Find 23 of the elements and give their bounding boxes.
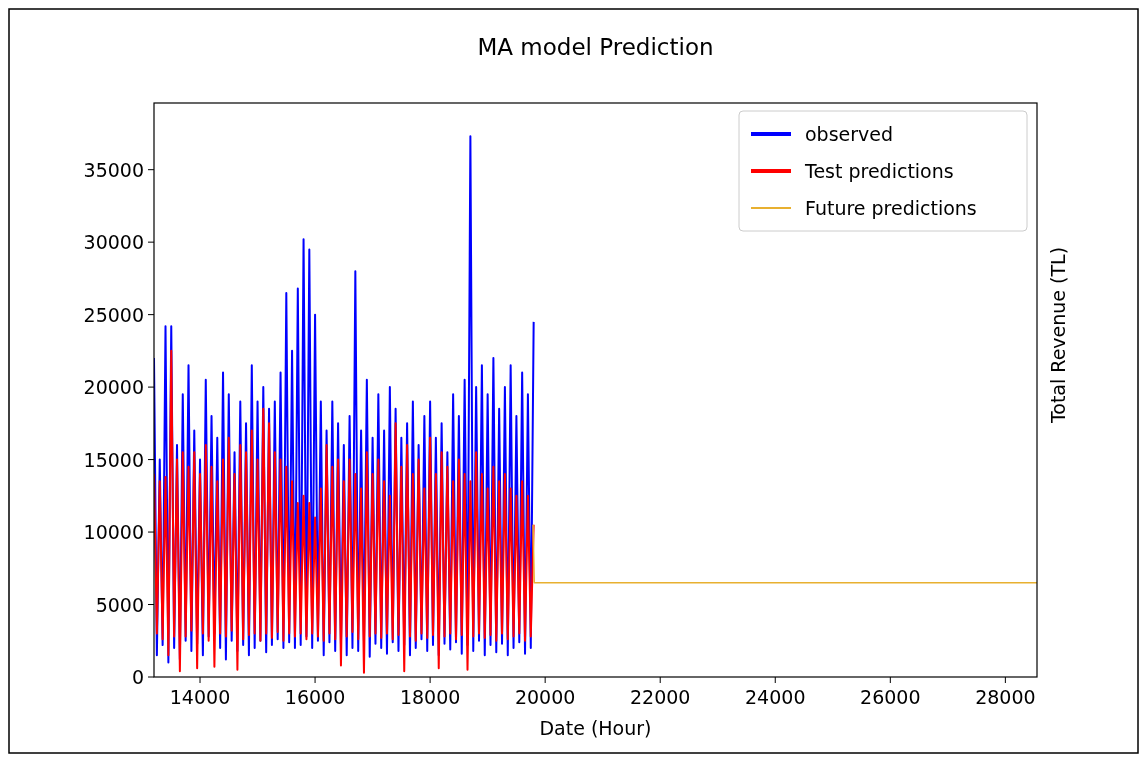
x-axis-title: Date (Hour) <box>539 717 652 739</box>
y-tick-label: 10000 <box>83 521 144 544</box>
y-tick-label: 20000 <box>83 376 144 399</box>
y-tick-label: 30000 <box>83 231 144 254</box>
y-tick-label: 0 <box>131 666 144 688</box>
y-tick-label: 35000 <box>83 158 144 181</box>
y-axis-title: Total Revenue (TL) <box>1047 246 1069 425</box>
legend-label: observed <box>805 123 894 145</box>
y-tick-label: 5000 <box>95 593 144 616</box>
x-tick-label: 16000 <box>284 686 346 708</box>
y-tick-label: 15000 <box>83 448 144 471</box>
legend-label: Future predictions <box>805 197 977 219</box>
x-tick-label: 26000 <box>860 686 921 708</box>
x-tick-label: 28000 <box>975 686 1036 708</box>
x-tick-label: 22000 <box>629 686 691 708</box>
x-tick-label: 18000 <box>399 686 461 708</box>
x-tick-label: 20000 <box>514 686 576 708</box>
legend-label: Test predictions <box>804 160 954 182</box>
x-tick-label: 24000 <box>745 686 806 708</box>
x-tick-label: 14000 <box>169 686 231 708</box>
y-tick-label: 25000 <box>83 303 144 326</box>
chart-title: MA model Prediction <box>477 34 714 60</box>
line-series <box>154 349 535 674</box>
